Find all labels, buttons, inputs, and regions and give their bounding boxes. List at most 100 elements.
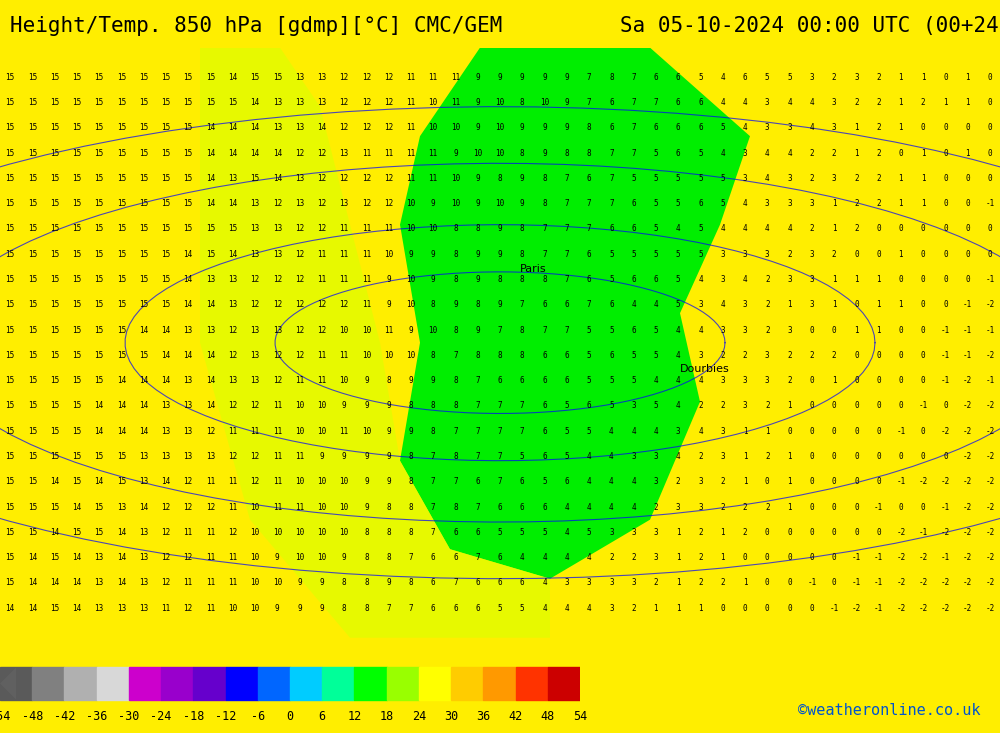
Text: 12: 12 xyxy=(184,553,193,562)
Text: 13: 13 xyxy=(295,174,304,183)
Text: 7: 7 xyxy=(386,604,391,613)
Text: 9: 9 xyxy=(565,123,569,132)
Text: 2: 2 xyxy=(698,578,703,587)
Text: 6: 6 xyxy=(475,578,480,587)
Text: 9: 9 xyxy=(475,275,480,284)
Text: 9: 9 xyxy=(342,553,346,562)
Text: 9: 9 xyxy=(386,301,391,309)
Text: 8: 8 xyxy=(409,477,413,486)
Text: 0: 0 xyxy=(921,250,925,259)
Text: 15: 15 xyxy=(117,301,126,309)
Text: 7: 7 xyxy=(654,98,658,107)
Text: -1: -1 xyxy=(896,427,906,435)
Text: 4: 4 xyxy=(720,149,725,158)
Text: 15: 15 xyxy=(5,149,15,158)
Text: 11: 11 xyxy=(184,578,193,587)
Text: 12: 12 xyxy=(384,73,393,81)
Text: 11: 11 xyxy=(406,174,416,183)
Text: 1: 1 xyxy=(787,477,792,486)
Bar xyxy=(516,667,548,699)
Text: 15: 15 xyxy=(28,73,37,81)
Text: 14: 14 xyxy=(250,98,260,107)
Text: 15: 15 xyxy=(94,174,104,183)
Text: 5: 5 xyxy=(542,477,547,486)
Text: 3: 3 xyxy=(631,528,636,537)
Text: 13: 13 xyxy=(295,199,304,208)
Text: 5: 5 xyxy=(520,528,525,537)
Text: 0: 0 xyxy=(832,528,836,537)
Text: 10: 10 xyxy=(250,578,260,587)
Text: 4: 4 xyxy=(565,528,569,537)
Text: 0: 0 xyxy=(854,376,859,385)
Text: -2: -2 xyxy=(985,452,995,461)
Text: 6: 6 xyxy=(520,376,525,385)
Text: 15: 15 xyxy=(72,149,81,158)
Text: 11: 11 xyxy=(206,528,215,537)
Text: 8: 8 xyxy=(431,301,435,309)
Text: 4: 4 xyxy=(720,224,725,233)
Text: 9: 9 xyxy=(386,427,391,435)
Text: 6: 6 xyxy=(654,123,658,132)
Text: 4: 4 xyxy=(587,452,591,461)
Text: 0: 0 xyxy=(943,174,948,183)
Text: 8: 8 xyxy=(409,452,413,461)
Text: 9: 9 xyxy=(542,73,547,81)
Text: 4: 4 xyxy=(743,224,747,233)
Text: 0: 0 xyxy=(832,553,836,562)
Bar xyxy=(322,667,354,699)
Text: -48: -48 xyxy=(22,710,43,723)
Text: 15: 15 xyxy=(72,452,81,461)
Text: 11: 11 xyxy=(339,224,349,233)
Bar xyxy=(129,667,161,699)
Text: 9: 9 xyxy=(453,301,458,309)
Text: 10: 10 xyxy=(250,503,260,512)
Text: 15: 15 xyxy=(206,224,215,233)
Text: -18: -18 xyxy=(183,710,204,723)
Text: 8: 8 xyxy=(431,351,435,360)
Text: 6: 6 xyxy=(453,604,458,613)
Text: 9: 9 xyxy=(409,376,413,385)
Text: 9: 9 xyxy=(431,199,435,208)
Text: 9: 9 xyxy=(475,174,480,183)
Text: -2: -2 xyxy=(941,427,950,435)
Text: 11: 11 xyxy=(339,351,349,360)
Text: 30: 30 xyxy=(444,710,458,723)
Text: 15: 15 xyxy=(139,351,148,360)
Text: 0: 0 xyxy=(832,402,836,410)
Text: 15: 15 xyxy=(50,553,59,562)
Text: 15: 15 xyxy=(72,123,81,132)
Text: 5: 5 xyxy=(587,351,591,360)
Text: -2: -2 xyxy=(896,604,906,613)
Text: 15: 15 xyxy=(94,73,104,81)
Text: 6: 6 xyxy=(743,73,747,81)
Text: 15: 15 xyxy=(50,149,59,158)
Text: 15: 15 xyxy=(94,351,104,360)
Text: 15: 15 xyxy=(72,325,81,334)
Text: 13: 13 xyxy=(161,452,171,461)
Text: 7: 7 xyxy=(475,452,480,461)
Text: 14: 14 xyxy=(72,553,81,562)
Text: 12: 12 xyxy=(362,123,371,132)
Text: 11: 11 xyxy=(206,578,215,587)
Text: 15: 15 xyxy=(28,503,37,512)
Text: 12: 12 xyxy=(250,477,260,486)
Text: 3: 3 xyxy=(676,503,680,512)
Text: 14: 14 xyxy=(228,73,237,81)
Text: 3: 3 xyxy=(787,325,792,334)
Text: 1: 1 xyxy=(921,73,925,81)
Text: 15: 15 xyxy=(94,452,104,461)
Text: 8: 8 xyxy=(364,528,369,537)
Text: 7: 7 xyxy=(475,402,480,410)
Text: 14: 14 xyxy=(206,301,215,309)
Text: 12: 12 xyxy=(295,250,304,259)
Text: 15: 15 xyxy=(139,301,148,309)
Text: 1: 1 xyxy=(921,174,925,183)
Text: 6: 6 xyxy=(565,301,569,309)
Text: 12: 12 xyxy=(362,199,371,208)
Text: 7: 7 xyxy=(565,174,569,183)
Text: 11: 11 xyxy=(206,477,215,486)
Text: 6: 6 xyxy=(676,123,680,132)
Text: 3: 3 xyxy=(787,199,792,208)
Text: -2: -2 xyxy=(985,553,995,562)
Text: -2: -2 xyxy=(985,477,995,486)
